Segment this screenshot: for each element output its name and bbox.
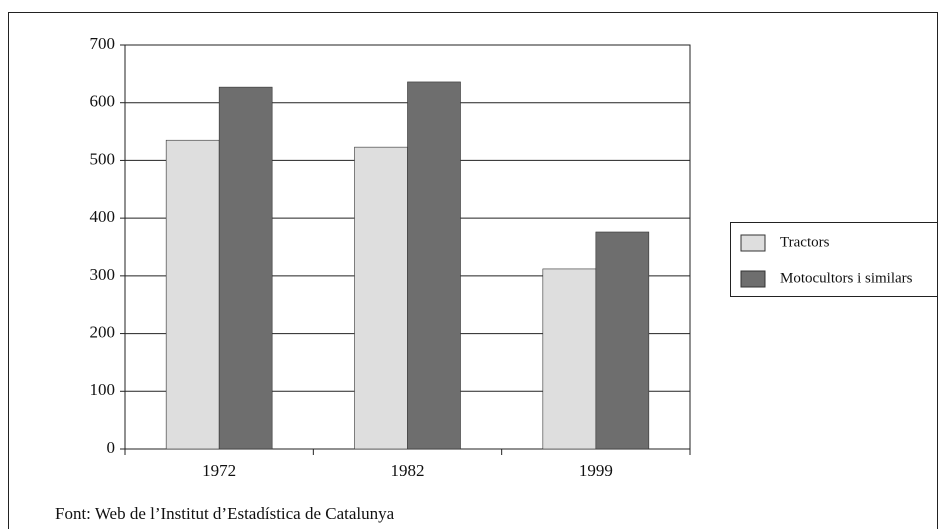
- legend-label: Motocultors i similars: [780, 270, 913, 286]
- x-tick-label: 1982: [391, 461, 425, 480]
- y-tick-label: 400: [90, 207, 116, 226]
- legend-swatch: [740, 234, 766, 252]
- legend-label: Tractors: [780, 234, 830, 250]
- bar: [542, 268, 597, 450]
- y-tick-label: 600: [90, 92, 116, 111]
- bar: [218, 86, 273, 450]
- y-tick-label: 500: [90, 149, 116, 168]
- x-tick-label: 1972: [202, 461, 236, 480]
- source-note: Font: Web de l’Institut d’Estadística de…: [55, 504, 395, 523]
- y-tick-label: 100: [90, 380, 116, 399]
- y-tick-label: 700: [90, 34, 116, 53]
- legend-swatch: [740, 270, 766, 288]
- y-tick-label: 300: [90, 265, 116, 284]
- y-tick-label: 200: [90, 322, 116, 341]
- bar: [407, 81, 461, 450]
- x-tick-label: 1999: [579, 461, 613, 480]
- bar: [354, 146, 408, 450]
- bar: [595, 231, 650, 450]
- y-tick-label: 0: [107, 438, 116, 457]
- bar: [165, 139, 220, 450]
